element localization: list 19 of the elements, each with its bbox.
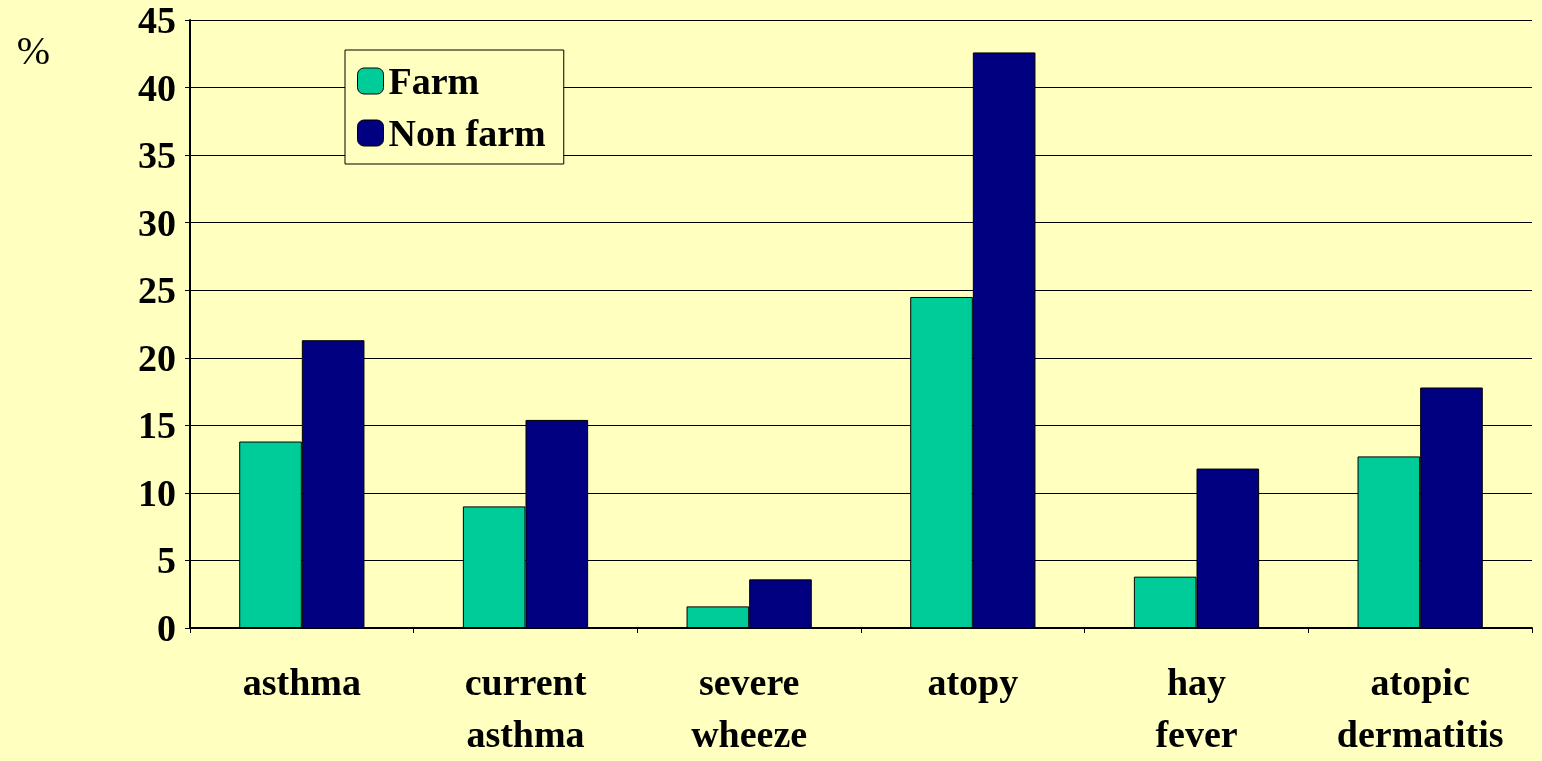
y-tick-label: 5 bbox=[157, 539, 176, 582]
legend-label: Non farm bbox=[388, 112, 546, 154]
x-tick-label: asthma bbox=[242, 661, 361, 703]
y-tick-label: 40 bbox=[138, 66, 176, 109]
x-tick-label: atopic dermatitis bbox=[1336, 661, 1504, 755]
x-tick-label: current asthma bbox=[464, 661, 587, 755]
y-tick-label: 15 bbox=[138, 404, 176, 447]
y-tick-label: 20 bbox=[138, 336, 176, 379]
y-tick-label: 35 bbox=[138, 134, 176, 177]
y-tick-label: 25 bbox=[138, 269, 176, 312]
y-axis-title: % bbox=[16, 27, 50, 73]
y-tick-label: 10 bbox=[138, 471, 176, 514]
y-tick-label: 30 bbox=[138, 201, 176, 244]
y-tick-label: 45 bbox=[138, 0, 176, 41]
x-tick-label: severe wheeze bbox=[691, 661, 808, 755]
legend-label: Farm bbox=[388, 60, 480, 102]
y-tick-label: 0 bbox=[157, 607, 176, 649]
x-tick-label: hay fever bbox=[1155, 661, 1238, 755]
x-tick-label: atopy bbox=[927, 661, 1019, 703]
